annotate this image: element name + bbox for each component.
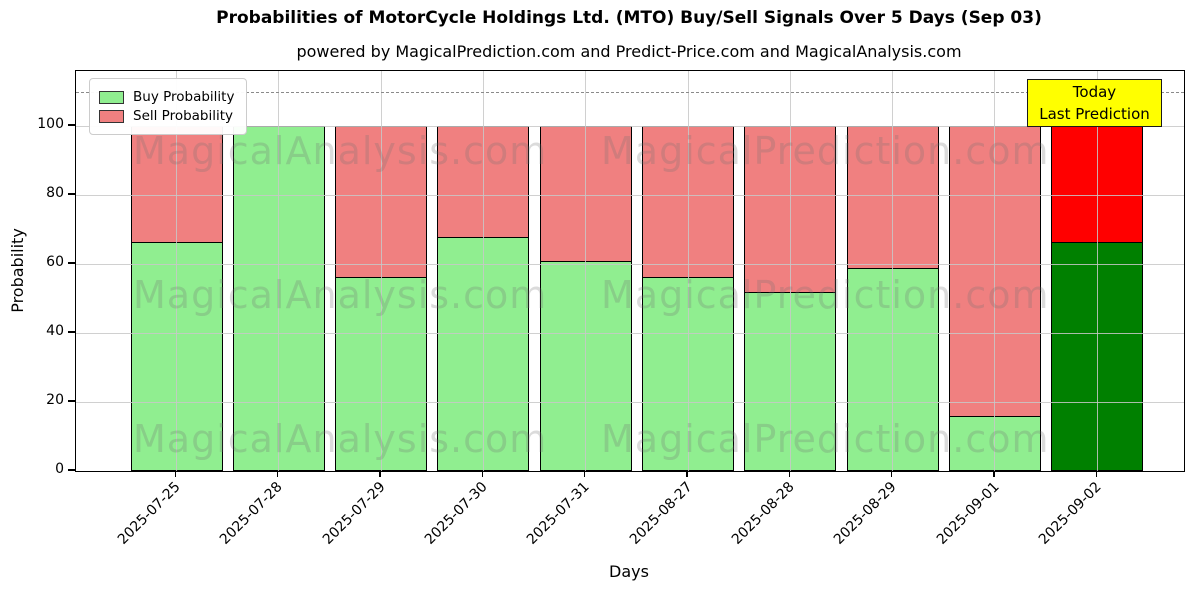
x-tick-label: 2025-07-31 [524,479,594,548]
x-tick-mark [1095,471,1097,477]
today-annotation-line1: Today [1072,83,1117,101]
v-gridline [176,71,177,471]
x-tick-mark [890,471,893,477]
h-gridline [76,401,1184,403]
v-gridline [380,71,382,471]
legend-item-sell: Sell Probability [99,108,234,124]
watermark-magicalprediction: MagicalPrediction.com [601,417,1050,461]
x-tick-label: 2025-08-29 [831,479,900,548]
y-tick-mark [68,400,75,402]
v-gridline [585,71,587,471]
y-tick-mark [68,469,75,471]
x-tick-label: 2025-08-27 [626,479,696,548]
x-tick-label: 2025-09-01 [933,479,1003,548]
x-tick-mark [379,471,381,477]
v-gridline [892,71,894,471]
v-gridline [278,71,280,471]
x-tick-mark [686,471,688,477]
h-gridline [76,263,1184,265]
x-tick-mark [481,471,484,477]
y-tick-mark [68,262,75,264]
y-tick-label: 60 [46,254,64,270]
watermark-magicalprediction: MagicalPrediction.com [601,129,1050,173]
plot-area: Buy Probability Sell Probability Today L… [75,70,1185,472]
h-gridline [76,332,1184,334]
y-tick-mark [68,124,75,126]
v-gridline [789,71,791,471]
y-tick-label: 100 [37,116,64,132]
x-tick-label: 2025-09-02 [1035,479,1105,548]
legend-label-sell: Sell Probability [133,108,234,124]
y-tick-label: 20 [46,392,64,408]
x-axis-label: Days [609,562,649,581]
v-gridline [994,71,996,471]
x-tick-label: 2025-07-29 [319,479,389,548]
x-tick-label: 2025-07-25 [114,479,184,548]
today-annotation-line2: Last Prediction [1039,105,1150,123]
x-tick-label: 2025-07-30 [421,479,491,548]
x-tick-mark [993,471,995,477]
v-gridline [482,71,484,471]
x-tick-label: 2025-08-28 [728,479,798,548]
y-tick-mark [68,193,75,195]
y-tick-label: 40 [46,323,64,339]
x-tick-label: 2025-07-28 [217,479,287,548]
watermark-magicalanalysis: MagicalAnalysis.com [133,129,548,173]
y-tick-mark [68,331,75,333]
h-gridline [76,125,1184,127]
sell-swatch-icon [99,109,124,123]
y-tick-label: 80 [46,185,64,201]
watermark-magicalprediction: MagicalPrediction.com [601,273,1050,317]
chart-subtitle: powered by MagicalPrediction.com and Pre… [296,42,962,61]
legend-item-buy: Buy Probability [99,89,234,105]
y-axis-label: Probability [7,227,27,313]
today-annotation-box: Today Last Prediction [1027,79,1162,127]
chart-title: Probabilities of MotorCycle Holdings Ltd… [216,8,1042,28]
x-tick-mark [788,471,790,477]
threshold-dashed-line [76,91,1184,93]
buy-swatch-icon [99,90,124,104]
legend-label-buy: Buy Probability [133,89,235,105]
legend: Buy Probability Sell Probability [89,78,248,135]
x-tick-mark [584,471,586,477]
x-tick-mark [174,471,177,477]
watermark-magicalanalysis: MagicalAnalysis.com [133,417,548,461]
x-tick-mark [277,471,279,477]
y-tick-label: 0 [55,461,64,477]
v-gridline [687,71,689,471]
watermark-magicalanalysis: MagicalAnalysis.com [133,273,548,317]
h-gridline [76,194,1184,196]
v-gridline [1096,71,1098,471]
